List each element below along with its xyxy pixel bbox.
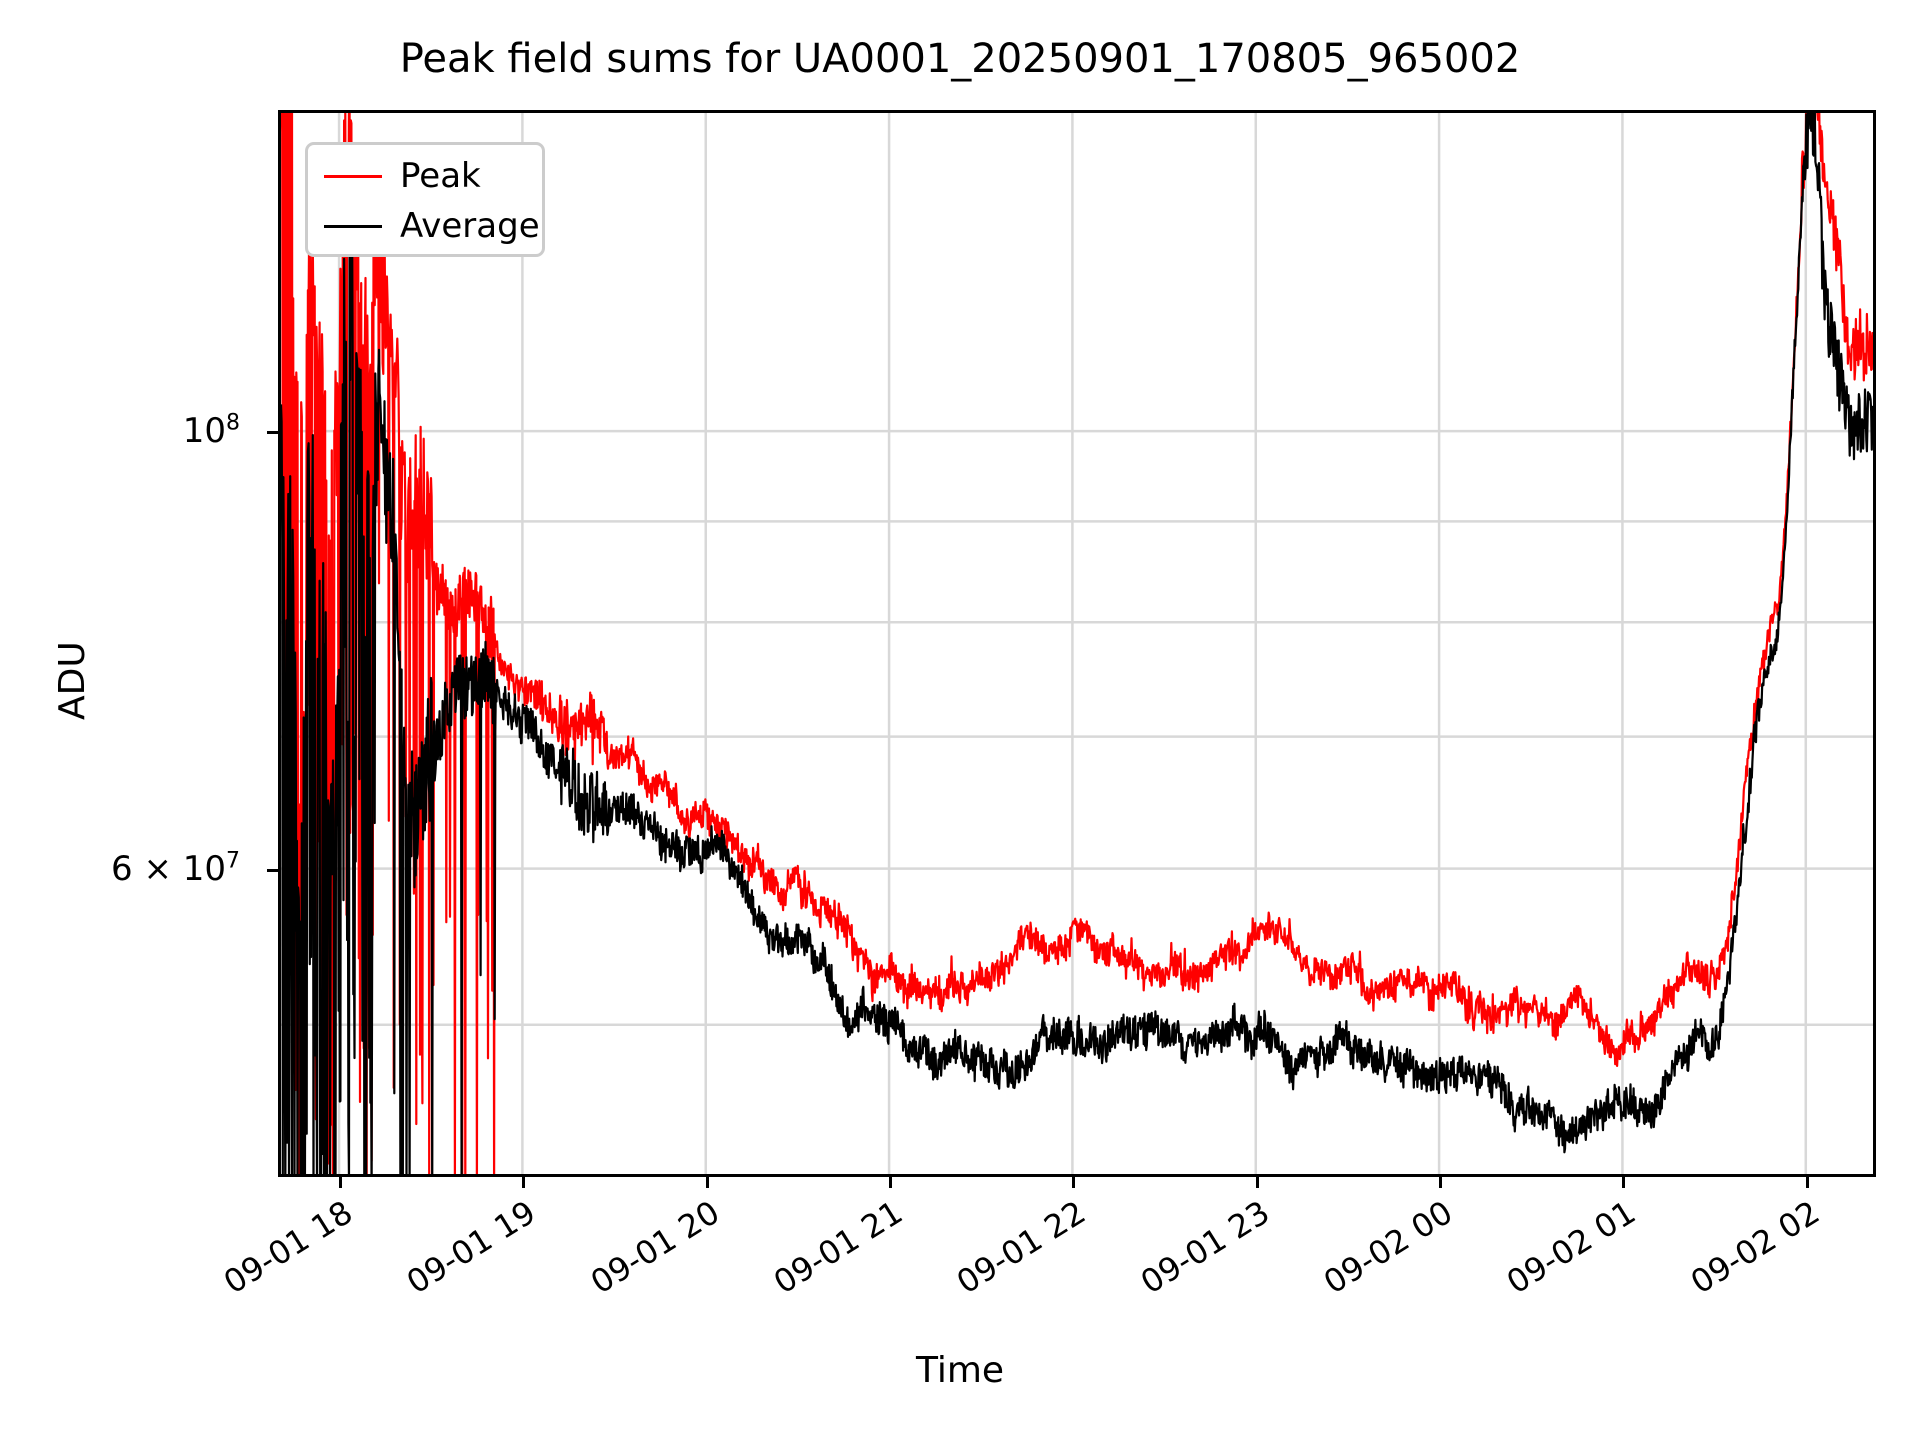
legend-entry-average: Average	[308, 201, 542, 251]
series-line-average	[281, 113, 1873, 1174]
y-tick-label-0: 108	[182, 410, 240, 452]
x-tick-mark-2	[705, 1177, 709, 1188]
x-tick-mark-0	[339, 1177, 343, 1188]
plot-canvas	[281, 113, 1873, 1174]
x-tick-mark-5	[1255, 1177, 1259, 1188]
x-tick-label-6: 09-02 00	[1317, 1193, 1460, 1302]
x-tick-mark-1	[522, 1177, 526, 1188]
x-tick-label-4: 09-01 22	[950, 1193, 1093, 1302]
x-tick-label-1: 09-01 19	[400, 1193, 543, 1302]
x-tick-label-5: 09-01 23	[1133, 1193, 1276, 1302]
x-tick-label-8: 09-02 02	[1683, 1193, 1826, 1302]
chart-legend: Peak Average	[305, 142, 545, 257]
legend-label-average: Average	[400, 206, 540, 246]
legend-label-peak: Peak	[400, 156, 481, 196]
y-tick-mark-1	[267, 868, 278, 872]
y-tick-mark-0	[267, 431, 278, 435]
legend-entry-peak: Peak	[308, 151, 542, 201]
plot-area	[278, 110, 1876, 1177]
legend-swatch-peak	[324, 174, 382, 178]
x-axis-label: Time	[915, 1350, 1005, 1391]
y-axis-tick-labels: 108 6 × 107	[0, 0, 258, 1440]
y-tick-label-1: 6 × 107	[111, 848, 240, 889]
x-tick-mark-8	[1805, 1177, 1809, 1188]
chart-title: Peak field sums for UA0001_20250901_1708…	[399, 36, 1521, 82]
x-tick-mark-4	[1072, 1177, 1076, 1188]
series-line-peak	[281, 113, 1873, 1174]
x-tick-mark-3	[889, 1177, 893, 1188]
x-tick-mark-7	[1622, 1177, 1626, 1188]
x-tick-label-2: 09-01 20	[583, 1193, 726, 1302]
gridlines	[281, 113, 1873, 1174]
legend-swatch-average	[324, 224, 382, 228]
x-tick-label-3: 09-01 21	[767, 1193, 910, 1302]
x-tick-label-7: 09-02 01	[1500, 1193, 1643, 1302]
x-tick-mark-6	[1439, 1177, 1443, 1188]
